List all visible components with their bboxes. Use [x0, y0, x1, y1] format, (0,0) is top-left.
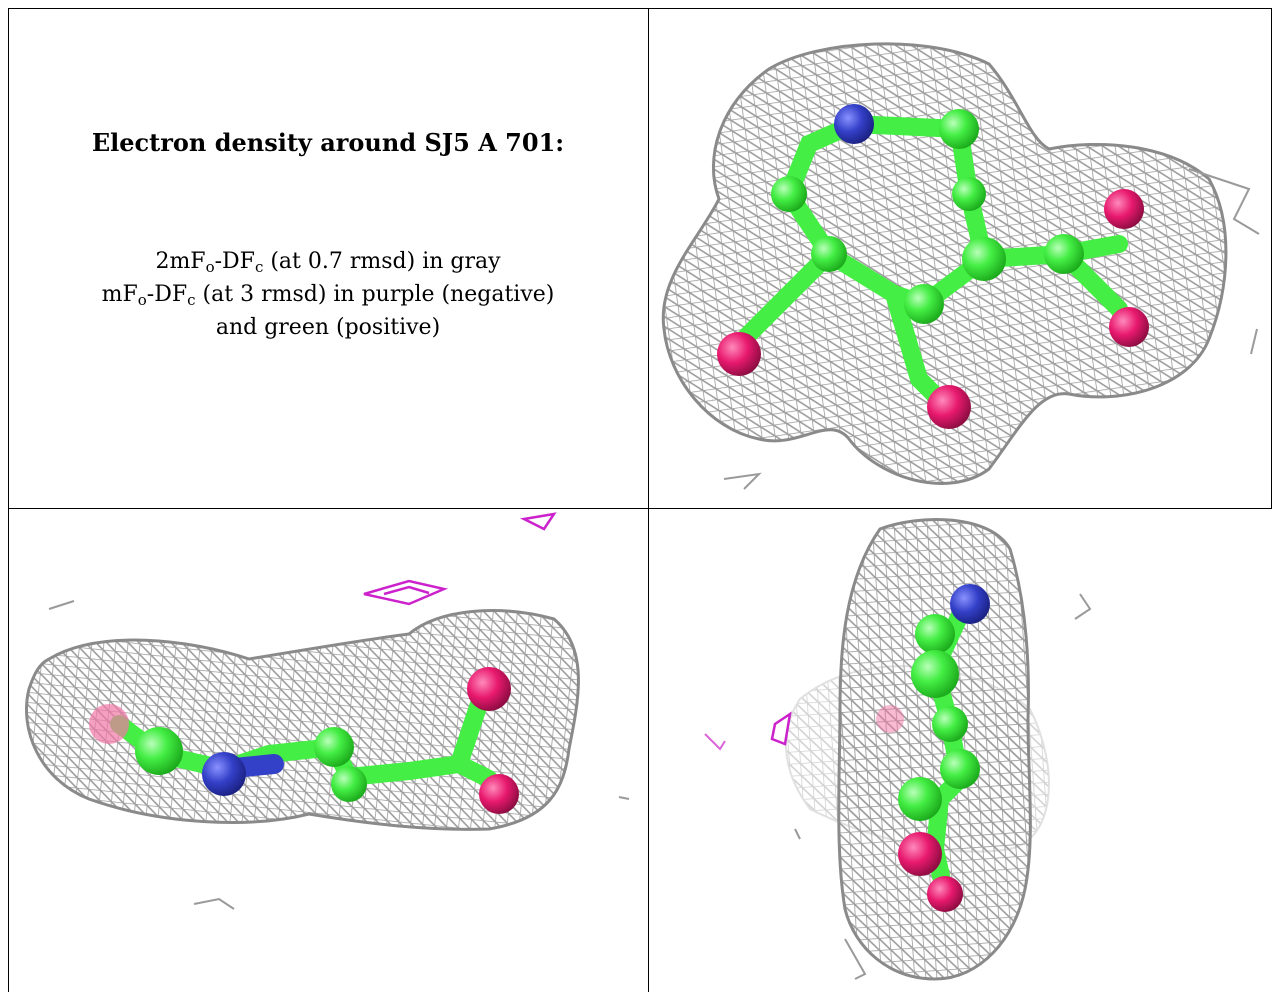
- figure-grid: [8, 8, 1272, 992]
- legend-line-positive: and green (positive): [215, 315, 441, 340]
- legend-line-gray: 2mFo-DFc (at 0.7 rmsd) in gray: [155, 249, 501, 276]
- density-mesh: [837, 517, 1032, 981]
- ligand-model: [717, 104, 1149, 429]
- caption-legend: 2mFo-DFc (at 0.7 rmsd) in gray mFo-DFc (…: [8, 245, 648, 344]
- caption-cell: Electron density around SJ5 A 701: 2mFo-…: [8, 8, 648, 508]
- negative-density-blobs: [704, 711, 792, 751]
- grid-top-border: [8, 8, 1272, 9]
- caption-title: Electron density around SJ5 A 701:: [91, 128, 565, 157]
- density-view-bottom-left: [25, 512, 630, 910]
- density-view-bottom-right: [704, 517, 1092, 981]
- density-view-top-right: [661, 42, 1260, 490]
- grid-right-border: [1271, 8, 1272, 508]
- ligand-model: [89, 667, 519, 814]
- grid-center-border: [648, 8, 649, 992]
- grid-left-border: [8, 8, 9, 992]
- grid-middle-border: [8, 508, 1272, 509]
- negative-density-blobs: [363, 512, 557, 606]
- legend-line-difference: mFo-DFc (at 3 rmsd) in purple (negative): [101, 282, 555, 309]
- ligand-model: [876, 584, 990, 912]
